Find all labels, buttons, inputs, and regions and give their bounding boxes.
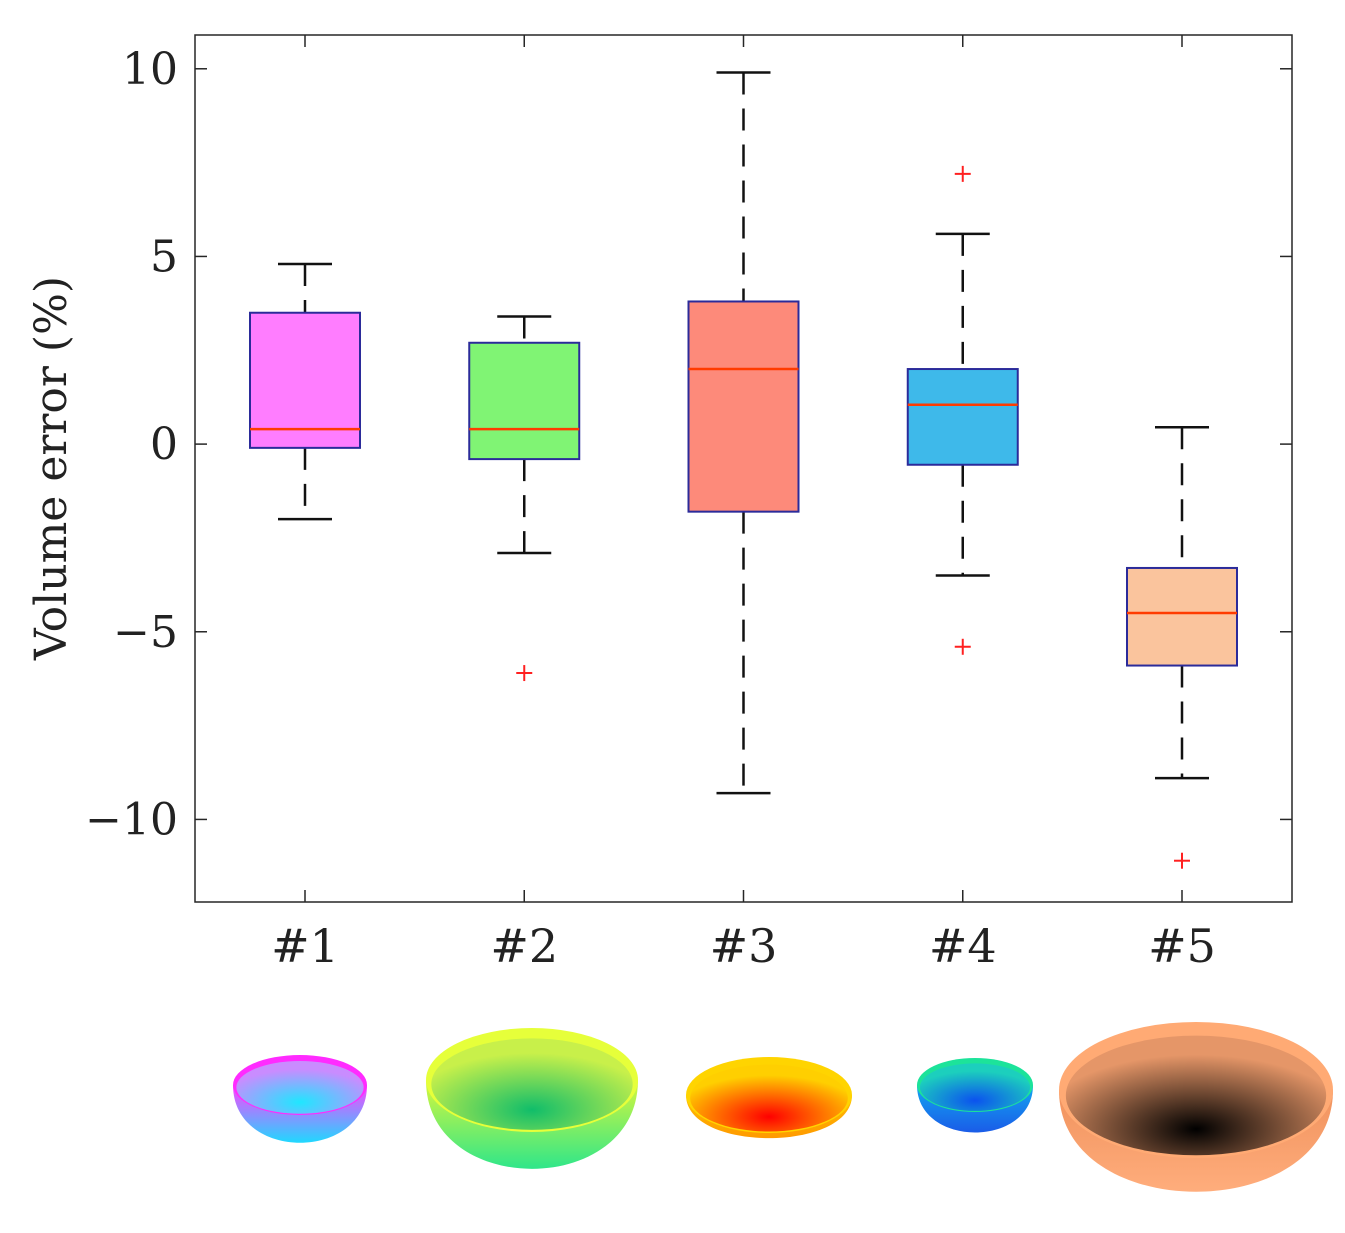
x-tick-label: #5 [1148, 919, 1216, 973]
bowl-5 [1059, 1022, 1333, 1192]
bowl-4 [917, 1058, 1033, 1133]
box-1 [249, 262, 361, 521]
bowl-1 [233, 1055, 367, 1143]
bowl-illustrations [233, 1022, 1333, 1192]
bowl-inner [919, 1063, 1031, 1111]
iqr-box [687, 300, 800, 513]
box-3 [687, 71, 800, 795]
x-axis: #1 #2 #3 #4 #5 [271, 35, 1216, 973]
outlier-marker [954, 165, 971, 182]
y-tick-label: 10 [122, 44, 178, 95]
bowl-3 [686, 1057, 852, 1139]
y-tick-label: 0 [150, 419, 178, 470]
box-5 [1126, 425, 1238, 869]
y-tick-label: −10 [85, 794, 178, 845]
box-series [249, 71, 1238, 869]
outlier-marker [954, 638, 971, 655]
bowl-2 [426, 1028, 638, 1169]
bowl-inner [431, 1038, 633, 1130]
iqr-box [906, 368, 1019, 466]
x-tick-label: #1 [271, 919, 339, 973]
bowl-inner [236, 1061, 364, 1114]
y-tick-label: −5 [113, 607, 178, 658]
outlier-marker [1174, 852, 1190, 869]
x-tick-label: #4 [929, 919, 997, 973]
outlier-marker [516, 665, 533, 682]
box-4 [906, 165, 1019, 655]
x-tick-label: #3 [710, 919, 778, 973]
x-tick-label: #2 [490, 919, 558, 973]
y-tick-label: 5 [150, 231, 178, 282]
iqr-box [249, 311, 361, 449]
bowl-inner [690, 1064, 848, 1132]
iqr-box [468, 341, 581, 461]
y-axis: 10 5 0 −5 −10 [85, 44, 1292, 845]
iqr-box [1126, 566, 1238, 667]
y-axis-label: Volume error (%) [26, 276, 77, 661]
box-2 [468, 315, 581, 682]
bowl-inner [1065, 1035, 1327, 1156]
